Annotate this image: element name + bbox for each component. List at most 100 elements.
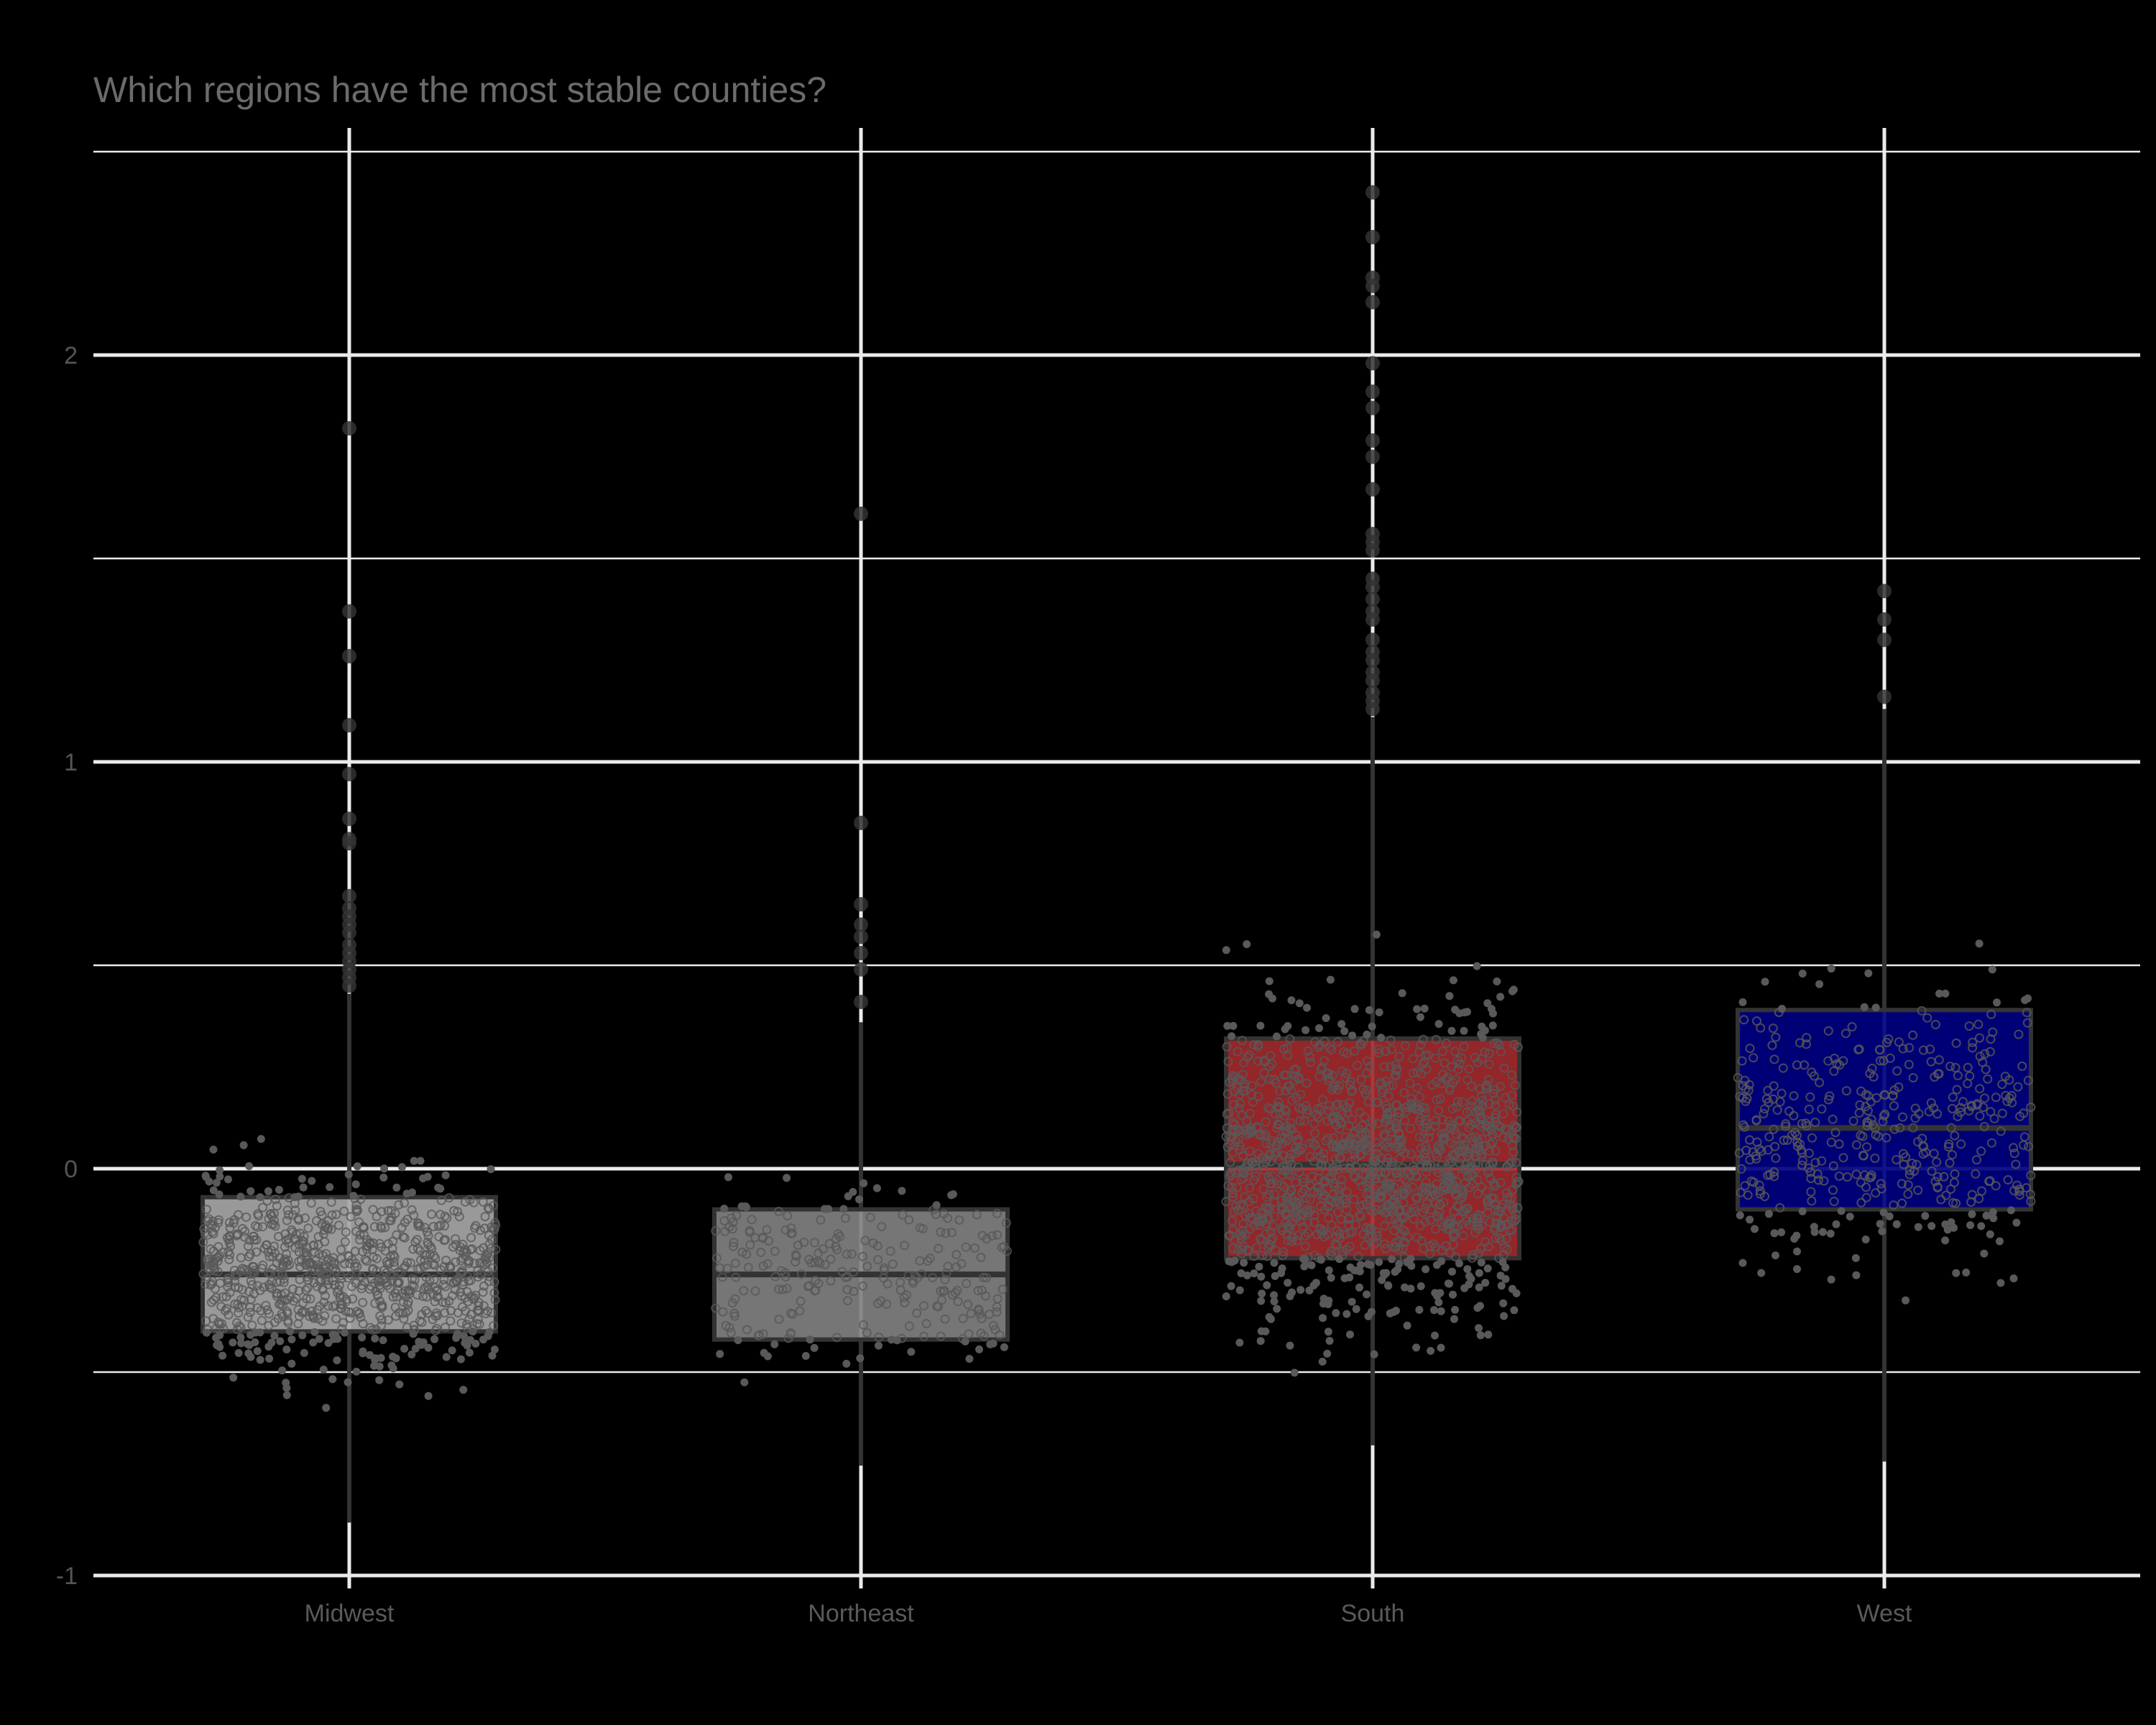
jitter-point [233,1229,242,1239]
jitter-point [380,1223,390,1233]
jitter-point [953,1297,963,1307]
jitter-point [1383,1153,1393,1163]
jitter-point [1437,1160,1447,1170]
outlier-point [854,929,868,944]
jitter-point [1769,1124,1779,1134]
jitter-point [1470,1052,1480,1062]
jitter-point [460,1197,470,1207]
jitter-point [1876,1184,1886,1194]
jitter-point [330,1280,340,1290]
jitter-point [1468,1250,1478,1260]
jitter-point [1363,1146,1373,1156]
jitter-point [1945,1184,1955,1194]
jitter-point [201,1172,210,1180]
jitter-point [1885,1053,1895,1063]
jitter-point [1342,1141,1353,1151]
jitter-point [1768,1024,1778,1034]
jitter-point [1454,1147,1463,1157]
jitter-point [810,1258,820,1268]
jitter-point [1240,1192,1250,1202]
jitter-point [1305,1195,1315,1205]
jitter-point [256,1356,264,1364]
jitter-point [410,1156,418,1165]
jitter-point [1266,1179,1276,1189]
jitter-point [1879,1208,1888,1217]
jitter-point [229,1338,237,1347]
jitter-point [1767,1040,1777,1050]
jitter-point [1439,1221,1449,1231]
jitter-point [1963,1062,1973,1072]
jitter-point [1977,1186,1986,1196]
jitter-point [1382,1104,1391,1113]
jitter-point [1482,1080,1492,1090]
outlier-point [1365,673,1380,688]
jitter-point [424,1392,433,1400]
jitter-point [1962,1269,1971,1276]
jitter-point [1501,1275,1510,1283]
jitter-point [1483,1075,1493,1085]
jitter-point [796,1296,806,1306]
jitter-point [1391,1071,1401,1081]
jitter-point [1276,1179,1286,1190]
jitter-point [1345,1098,1355,1108]
jitter-point [257,1135,265,1144]
jitter-point [297,1307,307,1317]
jitter-point [236,1266,246,1276]
jitter-point [202,1274,212,1284]
jitter-point [1807,1067,1817,1077]
jitter-point [1237,1036,1247,1046]
jitter-point [1496,1082,1506,1092]
jitter-point [293,1213,303,1223]
jitter-point [1358,1229,1368,1239]
jitter-point [456,1291,466,1301]
jitter-point [1303,1003,1311,1012]
jitter-point [1875,1045,1884,1055]
jitter-point [1309,1156,1319,1167]
jitter-point [1488,1021,1497,1030]
jitter-point [1300,1231,1310,1241]
jitter-point [1477,1182,1487,1192]
jitter-point [1861,1182,1871,1192]
jitter-point [1261,1229,1271,1239]
jitter-point [328,1375,337,1384]
jitter-point [1333,1184,1343,1195]
jitter-point [229,1266,239,1275]
jitter-point [1228,1118,1238,1128]
jitter-point [1309,1187,1319,1197]
jitter-point [1380,1221,1389,1231]
jitter-point [347,1282,357,1292]
outlier-point [1365,543,1380,558]
jitter-point [1437,1307,1445,1315]
jitter-point [811,1276,821,1285]
jitter-point [282,1307,292,1317]
x-tick-label-northeast: Northeast [808,1600,914,1627]
jitter-point [367,1282,376,1292]
jitter-point [1240,1259,1248,1267]
jitter-point [1351,1139,1361,1149]
jitter-point [840,1213,850,1223]
jitter-point [1324,1328,1332,1336]
jitter-point [1848,1116,1858,1126]
jitter-point [1985,1176,1995,1186]
jitter-point [1223,1021,1232,1030]
jitter-point [367,1325,377,1335]
jitter-point [1950,1131,1960,1141]
jitter-point [1225,1157,1235,1167]
jitter-point [976,1252,986,1262]
jitter-point [298,1298,308,1308]
jitter-point [321,1260,331,1269]
jitter-point [1447,1184,1457,1195]
jitter-point [739,1286,749,1296]
jitter-point [729,1238,739,1248]
jitter-point [1764,1210,1773,1218]
jitter-point [301,1285,311,1295]
jitter-point [1908,1123,1918,1133]
jitter-point [1445,1248,1455,1258]
jitter-point [430,1335,438,1343]
jitter-point [1348,1085,1358,1095]
jitter-point [346,1308,356,1317]
jitter-point [1323,1133,1333,1144]
jitter-point [1929,1103,1939,1113]
jitter-point [1419,1133,1429,1143]
